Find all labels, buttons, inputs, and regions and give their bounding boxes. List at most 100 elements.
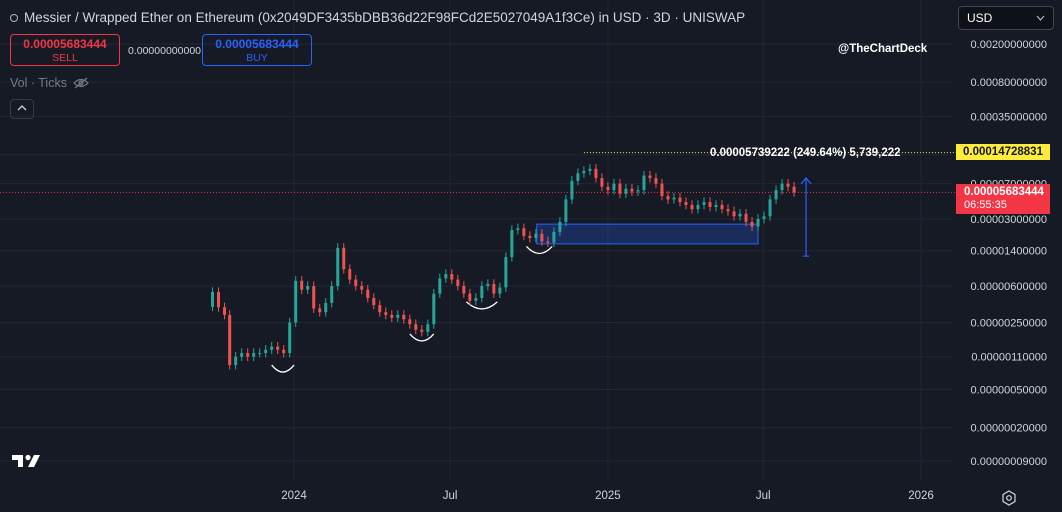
buy-label: BUY <box>246 52 268 64</box>
sell-button[interactable]: 0.00005683444 SELL <box>10 34 120 66</box>
eye-off-icon[interactable] <box>73 77 89 89</box>
y-tick-label: 0.00035000000 <box>971 112 1047 124</box>
candle-body <box>612 183 616 191</box>
candle-body <box>504 257 508 288</box>
candle-body <box>540 233 544 242</box>
candle-body <box>384 312 388 315</box>
candle-body <box>408 319 412 325</box>
candle-body <box>618 183 622 194</box>
candle-body <box>768 199 772 217</box>
candle-body <box>684 202 688 205</box>
candle-body <box>696 204 700 210</box>
candle-body <box>228 314 232 366</box>
settings-icon[interactable] <box>1001 490 1017 506</box>
candle-body <box>342 247 346 270</box>
candle-body <box>498 287 502 294</box>
candle-body <box>516 228 520 231</box>
candle-body <box>660 183 664 197</box>
candle-body <box>468 293 472 301</box>
candle-body <box>432 293 436 325</box>
candle-body <box>558 221 562 232</box>
candle-body <box>360 286 364 290</box>
time-axis[interactable]: 2024 Jul 2025 Jul 2026 <box>281 490 934 502</box>
x-tick-label: 2026 <box>908 490 934 502</box>
candle-body <box>678 197 682 203</box>
y-tick-label: 0.00000009000 <box>971 456 1047 468</box>
candle-body <box>648 175 652 179</box>
current-price-value: 0.00005683444 <box>964 186 1044 198</box>
spread-value: 0.00000000000 <box>128 45 201 57</box>
grid-lines <box>0 0 952 480</box>
candle-body <box>630 188 634 192</box>
candle-body <box>456 279 460 287</box>
candle-body <box>306 286 310 290</box>
y-tick-label: 0.00080000000 <box>971 77 1047 89</box>
candle-body <box>624 188 628 194</box>
measure-label: 0.00005739222 (249.64%) 5,739,222 <box>710 147 901 159</box>
candle-body <box>654 178 658 184</box>
candle-body <box>750 221 754 227</box>
candle-body <box>744 213 748 222</box>
x-tick-label: Jul <box>443 490 458 502</box>
chevron-up-icon <box>17 105 27 111</box>
candle-body <box>438 278 442 294</box>
candle-body <box>324 302 328 313</box>
volume-indicator[interactable]: Vol · Ticks <box>10 76 89 90</box>
candle-body <box>582 170 586 174</box>
candle-body <box>726 209 730 212</box>
candle-body <box>217 291 221 308</box>
y-tick-label: 0.00000050000 <box>971 385 1047 397</box>
rounded-bottom-arc <box>271 364 295 373</box>
candle-body <box>492 283 496 294</box>
candle-body <box>264 349 268 354</box>
demand-zone-box <box>536 223 759 245</box>
sell-price: 0.00005683444 <box>23 37 107 51</box>
candle-body <box>792 186 796 193</box>
x-tick-label: 2025 <box>595 490 621 502</box>
candle-body <box>642 175 646 191</box>
collapse-pane-button[interactable] <box>10 99 34 119</box>
currency-value: USD <box>967 11 993 25</box>
candle-body <box>636 190 640 192</box>
candle-body <box>240 353 244 357</box>
candle-body <box>246 353 250 357</box>
currency-select[interactable]: USD <box>958 6 1054 30</box>
candle-body <box>354 279 358 287</box>
candle-body <box>690 204 694 210</box>
candle-body <box>606 186 610 191</box>
target-price-tag: 0.00014728831 <box>956 144 1050 160</box>
rounded-bottom-arc <box>525 246 553 255</box>
candle-body <box>294 280 298 323</box>
candle-body <box>396 314 400 318</box>
y-tick-label: 0.00200000000 <box>971 39 1047 51</box>
measure-arrow <box>800 177 812 257</box>
candle-body <box>474 298 478 301</box>
candle-body <box>714 204 718 207</box>
candle-body <box>576 173 580 181</box>
candle-body <box>462 286 466 294</box>
candle-body <box>270 346 274 350</box>
candle-body <box>480 286 484 299</box>
symbol-title: Messier / Wrapped Ether on Ethereum (0x2… <box>24 10 746 25</box>
candle-body <box>708 202 712 207</box>
candle-body <box>756 218 760 227</box>
candle-body <box>510 230 514 258</box>
y-tick-label: 0.00003000000 <box>971 214 1047 226</box>
current-price-tag: 0.00005683444 06:55:35 <box>956 184 1050 214</box>
x-tick-label: 2024 <box>281 490 307 502</box>
buy-button[interactable]: 0.00005683444 BUY <box>202 34 312 66</box>
candle-body <box>588 168 592 171</box>
chart-title: Messier / Wrapped Ether on Ethereum (0x2… <box>10 10 745 25</box>
y-tick-label: 0.00000600000 <box>971 281 1047 293</box>
tradingview-logo-icon[interactable] <box>12 452 46 470</box>
candle-body <box>594 168 598 179</box>
candle-body <box>762 216 766 219</box>
candle-body <box>534 233 538 239</box>
candle-body <box>276 346 280 350</box>
bar-countdown: 06:55:35 <box>964 199 1007 211</box>
measure-arrowhead <box>800 177 812 185</box>
candle-body <box>223 307 227 315</box>
candle-body <box>378 305 382 313</box>
candle-body <box>774 190 778 200</box>
